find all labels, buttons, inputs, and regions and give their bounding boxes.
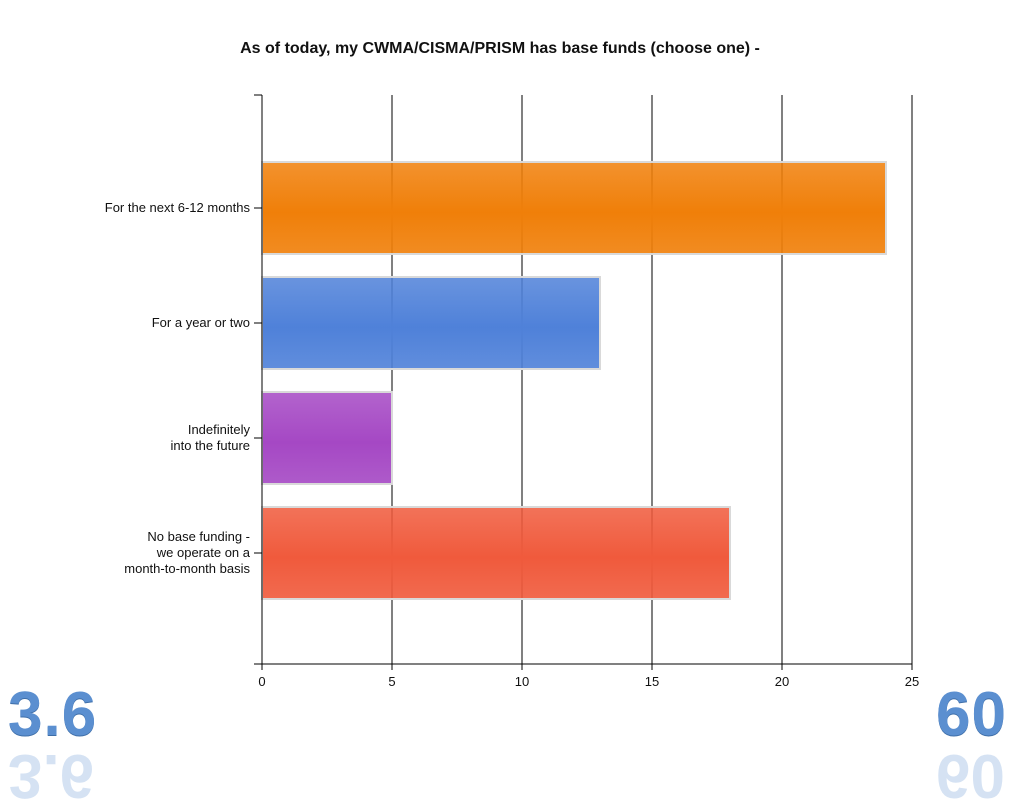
x-tick-label: 25: [905, 674, 919, 689]
chart-title: As of today, my CWMA/CISMA/PRISM has bas…: [240, 40, 760, 57]
bar: [261, 276, 601, 370]
x-tick-label: 15: [645, 674, 659, 689]
bar: [261, 506, 731, 600]
slide-section-number-reflection: 3.6: [8, 741, 95, 810]
x-tick-label: 10: [515, 674, 529, 689]
y-category-label: For the next 6-12 months: [104, 200, 250, 215]
slide-page-number-reflection: 60: [936, 741, 1005, 810]
bar: [261, 161, 887, 255]
slide-page-number: 60: [936, 680, 1007, 749]
y-category-label: Indefinitely into the future: [170, 422, 251, 453]
slide-section-number: 3.6: [8, 680, 98, 749]
x-tick-label: 0: [258, 674, 265, 689]
x-tick-label: 5: [388, 674, 395, 689]
y-category-label: For a year or two: [151, 315, 250, 330]
bar: [261, 391, 393, 485]
y-category-label: No base funding - we operate on a month-…: [124, 529, 250, 576]
bar-chart: 0 5 10 15 20 25: [254, 94, 919, 689]
x-tick-label: 20: [775, 674, 789, 689]
